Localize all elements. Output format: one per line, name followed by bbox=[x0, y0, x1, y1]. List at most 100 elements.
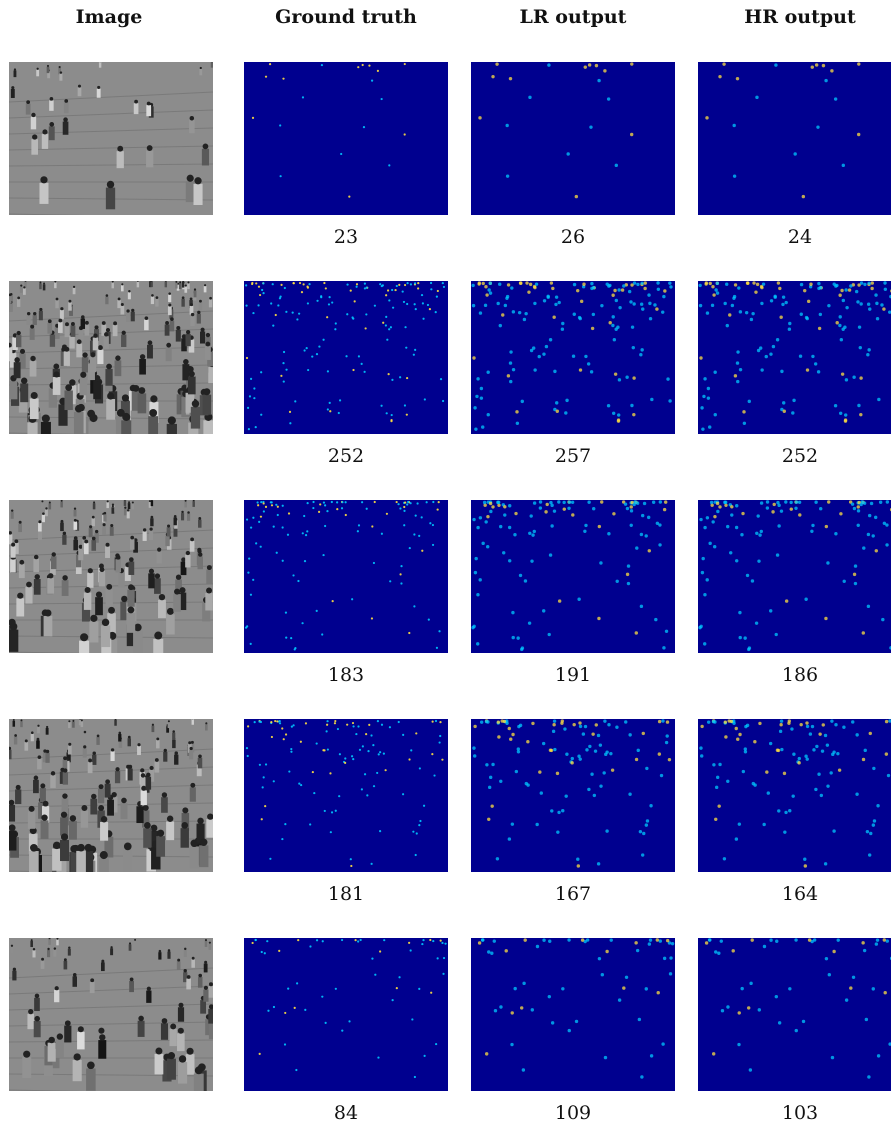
density-dot bbox=[344, 501, 347, 504]
density-dot bbox=[304, 722, 308, 725]
density-dot bbox=[775, 748, 780, 752]
density-dot bbox=[380, 97, 383, 101]
density-dot bbox=[280, 283, 283, 287]
density-dot bbox=[712, 763, 716, 767]
density-dot bbox=[866, 353, 870, 357]
density-dot bbox=[282, 77, 285, 80]
density-dot bbox=[845, 305, 849, 310]
density-dot bbox=[700, 570, 705, 575]
density-dot bbox=[862, 546, 866, 550]
density-dot bbox=[477, 941, 482, 945]
density-dot bbox=[399, 376, 402, 379]
density-dot bbox=[617, 378, 622, 382]
density-dot bbox=[741, 511, 745, 516]
density-dot bbox=[386, 338, 389, 341]
density-dot bbox=[620, 288, 625, 292]
density-dot bbox=[552, 723, 556, 727]
density-dot bbox=[535, 822, 539, 827]
density-dot bbox=[824, 616, 828, 621]
density-dot bbox=[611, 323, 615, 328]
density-dot bbox=[776, 500, 780, 505]
density-dot bbox=[282, 380, 285, 383]
density-dot bbox=[849, 284, 853, 288]
density-dot bbox=[423, 1054, 426, 1057]
density-dot bbox=[534, 282, 539, 286]
density-dot bbox=[544, 510, 548, 514]
density-dot bbox=[390, 413, 393, 417]
density-dot bbox=[732, 123, 736, 128]
density-dot bbox=[518, 281, 523, 285]
density-dot bbox=[327, 303, 331, 306]
density-map-ground-truth bbox=[244, 62, 448, 215]
density-dot bbox=[884, 719, 889, 724]
density-dot bbox=[862, 501, 867, 505]
density-dot bbox=[372, 561, 376, 565]
density-dot bbox=[736, 379, 740, 384]
density-map-hr-output bbox=[698, 500, 891, 653]
density-dot bbox=[326, 720, 329, 723]
density-dot bbox=[598, 743, 603, 747]
density-dot bbox=[485, 763, 489, 767]
density-dot bbox=[562, 500, 566, 505]
density-dot bbox=[603, 1055, 608, 1060]
density-dot bbox=[365, 507, 368, 510]
density-dot bbox=[572, 312, 576, 316]
density-dot bbox=[557, 500, 561, 504]
density-dot bbox=[479, 386, 484, 391]
density-dot bbox=[368, 723, 371, 726]
density-dot bbox=[491, 762, 495, 767]
density-dot bbox=[334, 809, 337, 812]
density-dot bbox=[496, 720, 501, 724]
density-dot bbox=[249, 593, 253, 596]
density-dot bbox=[878, 500, 883, 504]
density-dot bbox=[855, 733, 859, 737]
density-dot bbox=[750, 579, 755, 583]
density-dot bbox=[779, 719, 784, 723]
density-dot bbox=[585, 938, 590, 942]
density-dot bbox=[748, 1068, 753, 1072]
density-dot bbox=[370, 862, 373, 865]
density-dot bbox=[605, 829, 609, 833]
density-dot bbox=[637, 1017, 642, 1022]
density-dot bbox=[408, 941, 411, 944]
density-dot bbox=[735, 361, 740, 365]
density-dot bbox=[761, 282, 766, 286]
density-dot bbox=[877, 397, 881, 402]
density-dot bbox=[326, 723, 329, 726]
density-dot bbox=[782, 409, 786, 413]
density-dot bbox=[874, 293, 878, 297]
density-dot bbox=[279, 124, 282, 127]
density-dot bbox=[262, 510, 265, 513]
density-dot bbox=[403, 62, 406, 66]
density-dot bbox=[477, 282, 481, 286]
density-dot bbox=[485, 545, 490, 549]
density-dot bbox=[823, 862, 828, 866]
density-dot bbox=[733, 283, 738, 287]
density-dot bbox=[560, 719, 565, 723]
density-dot bbox=[309, 945, 312, 948]
density-dot bbox=[634, 757, 639, 762]
density-dot bbox=[791, 411, 795, 415]
density-dot bbox=[591, 732, 595, 736]
density-dot bbox=[648, 938, 653, 942]
density-dot bbox=[754, 290, 758, 294]
density-dot bbox=[720, 1009, 725, 1013]
density-dot bbox=[490, 804, 494, 808]
density-dot bbox=[548, 553, 553, 557]
density-dot bbox=[705, 578, 709, 582]
density-dot bbox=[664, 629, 669, 633]
density-dot bbox=[758, 346, 763, 350]
density-dot bbox=[738, 310, 743, 314]
density-dot bbox=[710, 503, 714, 507]
density-dot bbox=[418, 767, 421, 770]
density-dot bbox=[403, 505, 406, 509]
density-dot bbox=[370, 734, 373, 737]
density-dot bbox=[775, 939, 779, 943]
density-dot bbox=[270, 735, 274, 739]
density-dot bbox=[474, 427, 478, 431]
density-dot bbox=[741, 769, 746, 774]
density-dot bbox=[511, 310, 516, 314]
density-dot bbox=[556, 830, 560, 834]
density-dot bbox=[372, 744, 375, 747]
density-dot bbox=[581, 732, 586, 736]
